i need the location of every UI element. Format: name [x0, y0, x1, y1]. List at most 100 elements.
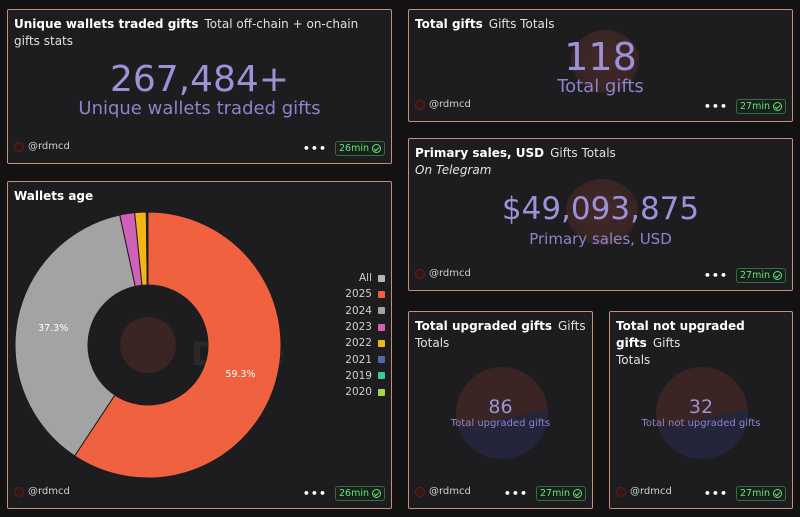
author-name: @rdmcd [630, 486, 672, 497]
card-subtitle-cont: Totals [415, 336, 450, 350]
card-subtitle: Gifts [652, 336, 681, 350]
freshness-text: 26min [338, 488, 369, 499]
counter-label: Total not upgraded gifts [641, 418, 761, 429]
primary-sales-card: Primary sales, USD Gifts Totals On Telegr… [408, 138, 793, 291]
check-circle-icon [372, 144, 381, 153]
card-header: Primary sales, USD Gifts Totals On Telegr… [415, 145, 786, 179]
check-circle-icon [372, 489, 381, 498]
check-circle-icon [773, 271, 782, 280]
legend-swatch [378, 339, 385, 347]
watermark-logo [569, 30, 641, 102]
more-options-button[interactable]: ••• [703, 100, 728, 113]
author-name: @rdmcd [28, 486, 70, 497]
more-options-button[interactable]: ••• [503, 487, 528, 500]
legend-item-2023[interactable]: 2023 [345, 319, 385, 335]
freshness-badge[interactable]: 27min [535, 486, 586, 501]
slice-data-label: 59.3% [225, 369, 255, 380]
counter-label: Unique wallets traded gifts [78, 98, 321, 119]
freshness-text: 27min [739, 270, 770, 281]
legend-label: 2024 [345, 304, 372, 317]
card-title[interactable]: Total not upgraded gifts [616, 319, 745, 350]
card-header: Total gifts Gifts Totals [415, 16, 786, 33]
card-header: Wallets age [14, 188, 385, 205]
total-gifts-card: Total gifts Gifts Totals 118 Total gifts … [408, 9, 793, 122]
avatar [616, 486, 626, 497]
legend-item-all[interactable]: All [345, 270, 385, 286]
card-footer: @rdmcd ••• 26min [14, 141, 385, 157]
avatar [415, 486, 425, 497]
donut-slice-2025[interactable] [73, 211, 282, 479]
more-options-button[interactable]: ••• [703, 269, 728, 282]
author-name: @rdmcd [429, 268, 471, 279]
legend-item-2021[interactable]: 2021 [345, 351, 385, 367]
author[interactable]: @rdmcd [14, 486, 70, 497]
avatar [415, 268, 425, 279]
freshness-text: 27min [539, 488, 570, 499]
freshness-badge[interactable]: 26min [334, 141, 385, 156]
freshness-badge[interactable]: 26min [334, 486, 385, 501]
legend-swatch [378, 290, 385, 298]
card-subtitle: Gifts [558, 319, 586, 333]
wallets-age-card: Wallets age Dune 59.3%37.3% All 20252024… [7, 181, 392, 509]
legend-label: 2021 [345, 353, 372, 366]
counter-value: 32 [688, 396, 714, 418]
donut-slice-2024[interactable] [14, 214, 136, 457]
counter-value: 118 [564, 35, 637, 79]
card-footer: @rdmcd ••• 27min [415, 99, 786, 115]
card-title[interactable]: Total gifts [415, 17, 483, 31]
author-name: @rdmcd [429, 99, 471, 110]
more-options-button[interactable]: ••• [703, 487, 728, 500]
author[interactable]: @rdmcd [616, 486, 672, 497]
more-options-button[interactable]: ••• [302, 487, 327, 500]
card-footer: @rdmcd ••• 27min [415, 268, 786, 284]
card-title[interactable]: Unique wallets traded gifts [14, 17, 199, 31]
slice-data-label: 37.3% [38, 323, 68, 334]
legend-item-2019[interactable]: 2019 [345, 368, 385, 384]
card-title[interactable]: Primary sales, USD [415, 146, 545, 160]
legend-swatch [378, 274, 385, 282]
freshness-text: 27min [739, 101, 770, 112]
card-title[interactable]: Total upgraded gifts [415, 319, 552, 333]
freshness-badge[interactable]: 27min [735, 486, 786, 501]
author[interactable]: @rdmcd [14, 141, 70, 152]
card-footer: @rdmcd ••• 26min [14, 486, 385, 502]
avatar [14, 141, 24, 152]
unique-wallets-card: Unique wallets traded gifts Total off-cha… [7, 9, 392, 164]
card-subtitle: Gifts Totals [550, 146, 616, 160]
not-upgraded-gifts-card: Total not upgraded gifts Gifts Totals 32 … [609, 311, 793, 509]
legend-swatch [378, 323, 385, 331]
legend-swatch [378, 372, 385, 380]
legend-label: All [358, 272, 372, 285]
freshness-text: 27min [739, 488, 770, 499]
author[interactable]: @rdmcd [415, 99, 471, 110]
card-note: On Telegram [415, 163, 492, 177]
freshness-badge[interactable]: 27min [735, 99, 786, 114]
author[interactable]: @rdmcd [415, 486, 471, 497]
counter-value: 267,484+ [109, 59, 290, 100]
chart-legend: All 2025 2024 2023 2022 2021 2019 2020 [345, 270, 385, 400]
author[interactable]: @rdmcd [415, 268, 471, 279]
card-header: Total not upgraded gifts Gifts Totals [616, 318, 786, 369]
more-options-button[interactable]: ••• [302, 142, 327, 155]
card-subtitle: Gifts Totals [488, 17, 555, 31]
author-name: @rdmcd [28, 141, 70, 152]
freshness-badge[interactable]: 27min [735, 268, 786, 283]
legend-item-2022[interactable]: 2022 [345, 335, 385, 351]
card-subtitle: Total off-chain + on-chain gifts stats [14, 17, 359, 48]
legend-item-2020[interactable]: 2020 [345, 384, 385, 400]
watermark-logo [656, 367, 748, 459]
legend-label: 2022 [345, 337, 372, 350]
legend-item-2025[interactable]: 2025 [345, 286, 385, 302]
card-title[interactable]: Wallets age [14, 189, 94, 203]
counter-label: Primary sales, USD [529, 230, 672, 248]
check-circle-icon [773, 102, 782, 111]
counter-value: 86 [488, 396, 513, 418]
legend-item-2024[interactable]: 2024 [345, 303, 385, 319]
counter-label: Total gifts [557, 76, 644, 97]
legend-swatch [378, 388, 385, 396]
card-header: Total upgraded gifts Gifts Totals [415, 318, 586, 352]
avatar [14, 486, 24, 497]
upgraded-gifts-card: Total upgraded gifts Gifts Totals 86 Tota… [408, 311, 593, 509]
watermark-logo [120, 317, 176, 373]
author-name: @rdmcd [429, 486, 471, 497]
